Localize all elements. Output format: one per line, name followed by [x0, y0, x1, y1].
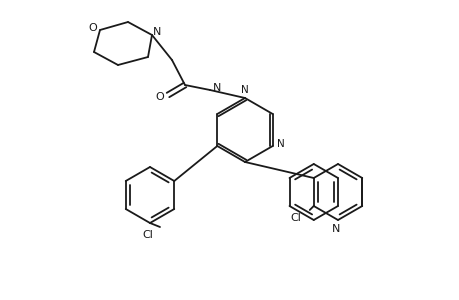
Text: N: N [213, 83, 221, 93]
Text: O: O [155, 92, 164, 102]
Text: N: N [241, 85, 248, 95]
Text: Cl: Cl [142, 230, 153, 240]
Text: Cl: Cl [290, 213, 301, 223]
Text: N: N [152, 27, 161, 37]
Text: O: O [89, 23, 97, 33]
Text: N: N [331, 224, 340, 234]
Text: N: N [276, 139, 284, 149]
